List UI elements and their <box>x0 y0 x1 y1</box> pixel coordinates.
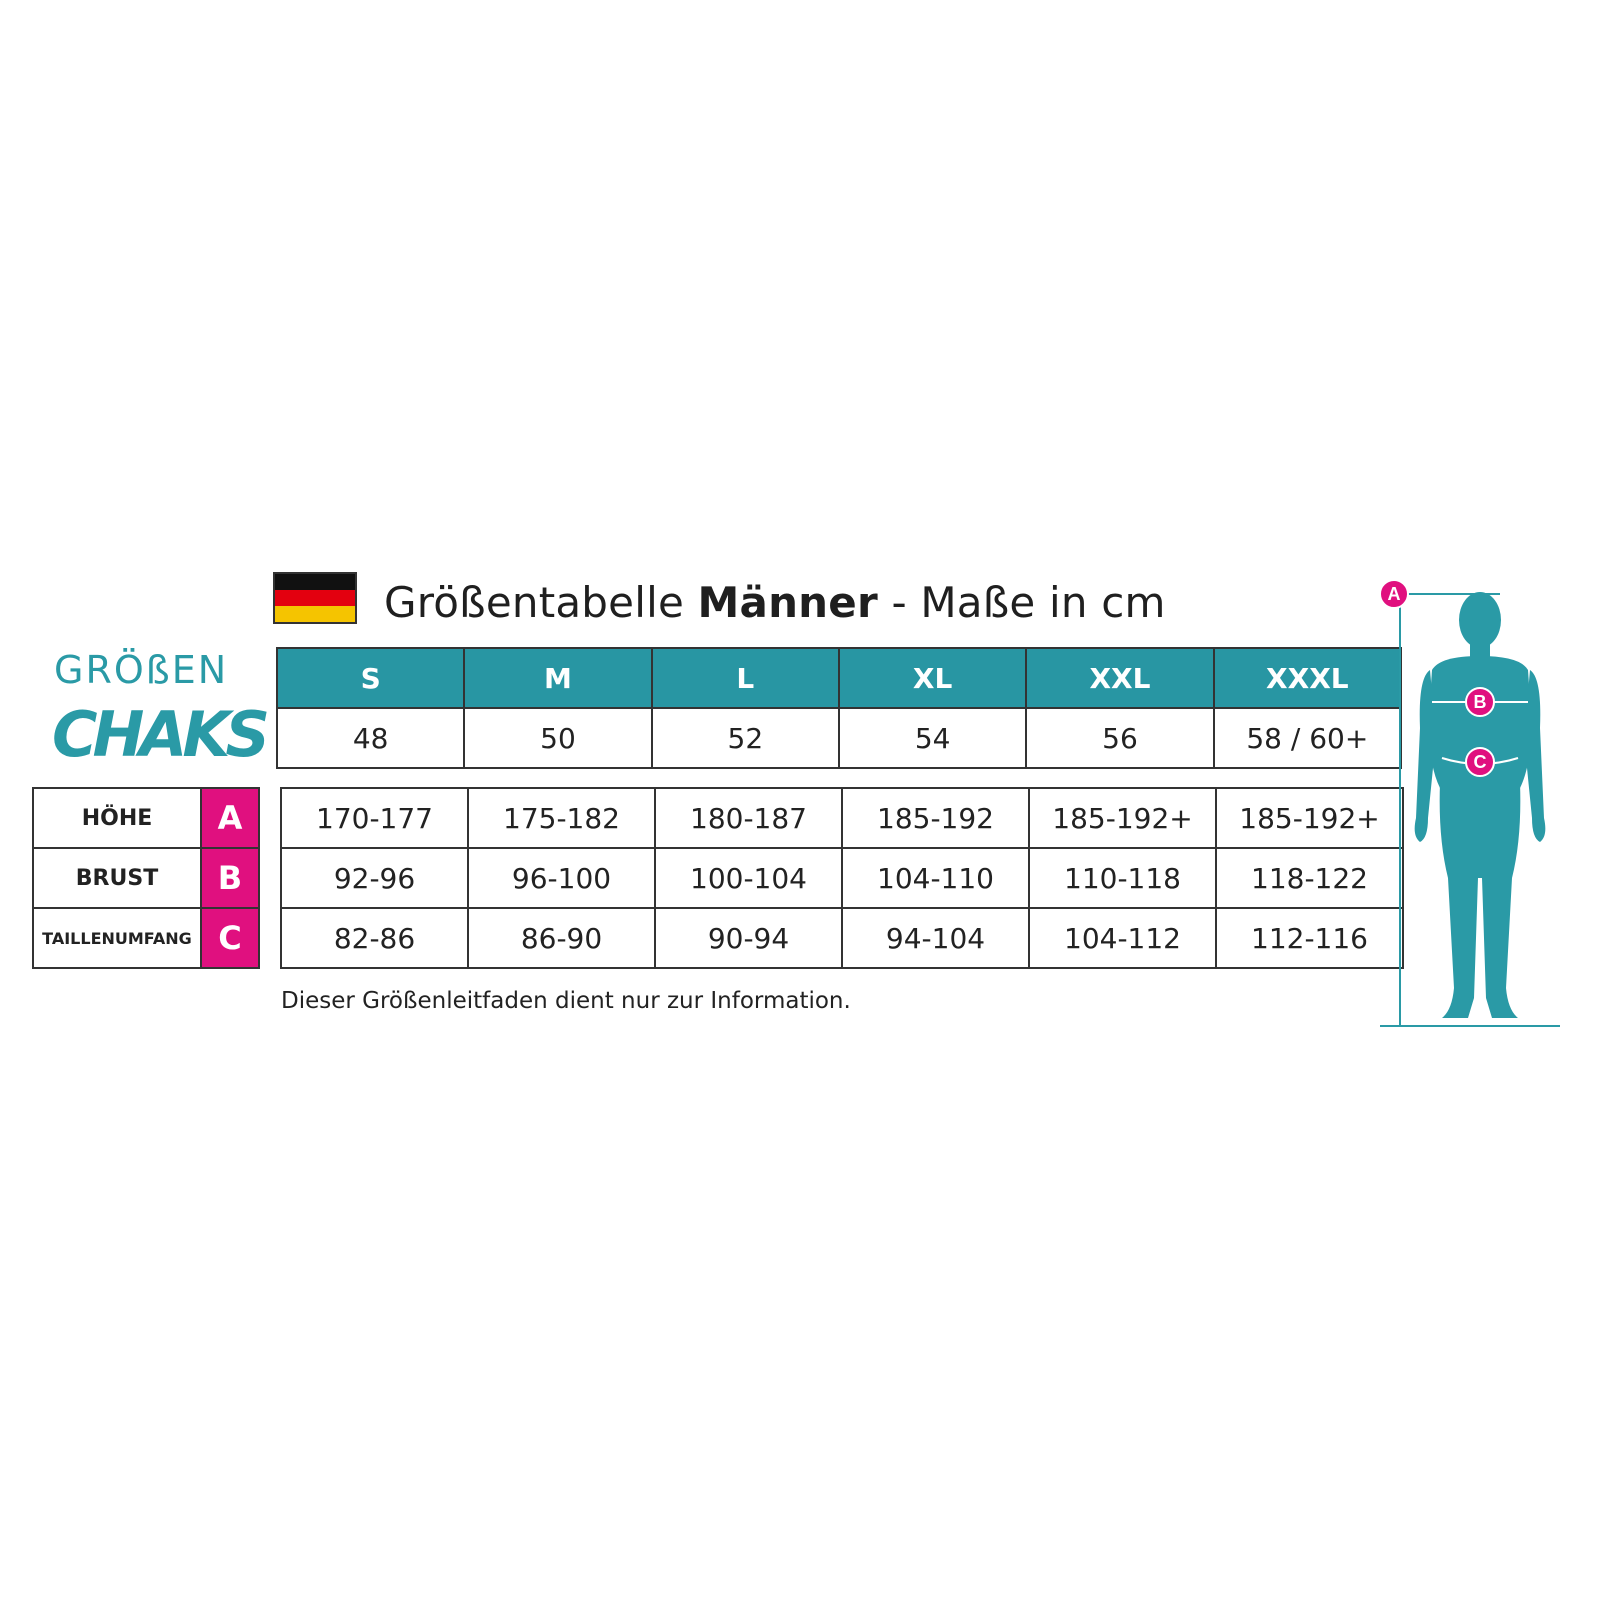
measure-row: 82-86 86-90 90-94 94-104 104-112 112-116 <box>280 907 1404 969</box>
measure-cell: 112-116 <box>1215 907 1404 969</box>
logo-top-text: GRÖßEN <box>54 648 229 692</box>
logo-main-text: CHAKS <box>52 698 270 771</box>
marker-a-icon: A <box>1380 579 1409 609</box>
title-suffix: - Maße in cm <box>877 578 1166 627</box>
measure-cell: 90-94 <box>654 907 843 969</box>
eu-size-row: 48 50 52 54 56 58 / 60+ <box>275 707 1403 769</box>
size-header-cell: XXL <box>1025 647 1215 709</box>
eu-size-cell: 48 <box>275 707 466 769</box>
measure-cell: 94-104 <box>841 907 1030 969</box>
size-header-cell: S <box>275 647 466 709</box>
measure-letter-badge: B <box>200 847 260 909</box>
measure-label-row: BRUST B <box>32 847 260 909</box>
measure-row: 92-96 96-100 100-104 104-110 110-118 118… <box>280 847 1404 909</box>
germany-flag-icon <box>273 572 357 624</box>
eu-size-cell: 50 <box>463 707 653 769</box>
eu-size-cell: 54 <box>837 707 1028 769</box>
eu-size-cell: 52 <box>650 707 840 769</box>
measure-label-row: HÖHE A <box>32 787 260 849</box>
measure-row: 170-177 175-182 180-187 185-192 185-192+… <box>280 787 1404 849</box>
measure-cell: 82-86 <box>280 907 469 969</box>
measure-cell: 110-118 <box>1028 847 1217 909</box>
human-silhouette-icon <box>1414 592 1546 1018</box>
size-table: S M L XL XXL XXXL 48 50 52 54 56 58 / 60… <box>275 647 1403 769</box>
size-header-cell: M <box>463 647 653 709</box>
measure-cell: 185-192+ <box>1215 787 1404 849</box>
title-bold: Männer <box>697 578 878 627</box>
measure-letter-badge: A <box>200 787 260 849</box>
measure-cell: 170-177 <box>280 787 469 849</box>
measure-label: TAILLENUMFANG <box>32 907 202 969</box>
flag-stripe-black <box>275 574 355 590</box>
measure-cell: 185-192+ <box>1028 787 1217 849</box>
eu-size-cell: 56 <box>1025 707 1215 769</box>
body-figure-illustration: A B C <box>1380 579 1560 1027</box>
measure-label: HÖHE <box>32 787 202 849</box>
measure-cell: 118-122 <box>1215 847 1404 909</box>
marker-c-icon: C <box>1465 747 1495 777</box>
flag-stripe-red <box>275 590 355 606</box>
measure-cell: 86-90 <box>467 907 656 969</box>
measure-cell: 92-96 <box>280 847 469 909</box>
measure-cell: 104-112 <box>1028 907 1217 969</box>
size-header-cell: L <box>650 647 840 709</box>
measure-letter-badge: C <box>200 907 260 969</box>
size-header-cell: XL <box>837 647 1028 709</box>
size-header-cell: XXXL <box>1212 647 1403 709</box>
flag-stripe-gold <box>275 606 355 622</box>
measure-label-row: TAILLENUMFANG C <box>32 907 260 969</box>
marker-c-label: C <box>1474 752 1487 772</box>
marker-b-icon: B <box>1465 687 1495 717</box>
marker-a-label: A <box>1388 584 1401 604</box>
size-header-row: S M L XL XXL XXXL <box>275 647 1403 709</box>
measure-cell: 100-104 <box>654 847 843 909</box>
measure-cell: 185-192 <box>841 787 1030 849</box>
measure-cell: 96-100 <box>467 847 656 909</box>
measure-label-table: HÖHE A BRUST B TAILLENUMFANG C <box>32 787 260 969</box>
measure-cell: 180-187 <box>654 787 843 849</box>
eu-size-cell: 58 / 60+ <box>1212 707 1403 769</box>
disclaimer-note: Dieser Größenleitfaden dient nur zur Inf… <box>281 988 851 1014</box>
marker-b-label: B <box>1474 692 1487 712</box>
measure-cell: 175-182 <box>467 787 656 849</box>
measure-cell: 104-110 <box>841 847 1030 909</box>
title-prefix: Größentabelle <box>384 578 698 627</box>
measure-label: BRUST <box>32 847 202 909</box>
page-title: Größentabelle Männer - Maße in cm <box>384 578 1166 627</box>
measurements-table: 170-177 175-182 180-187 185-192 185-192+… <box>280 787 1404 969</box>
